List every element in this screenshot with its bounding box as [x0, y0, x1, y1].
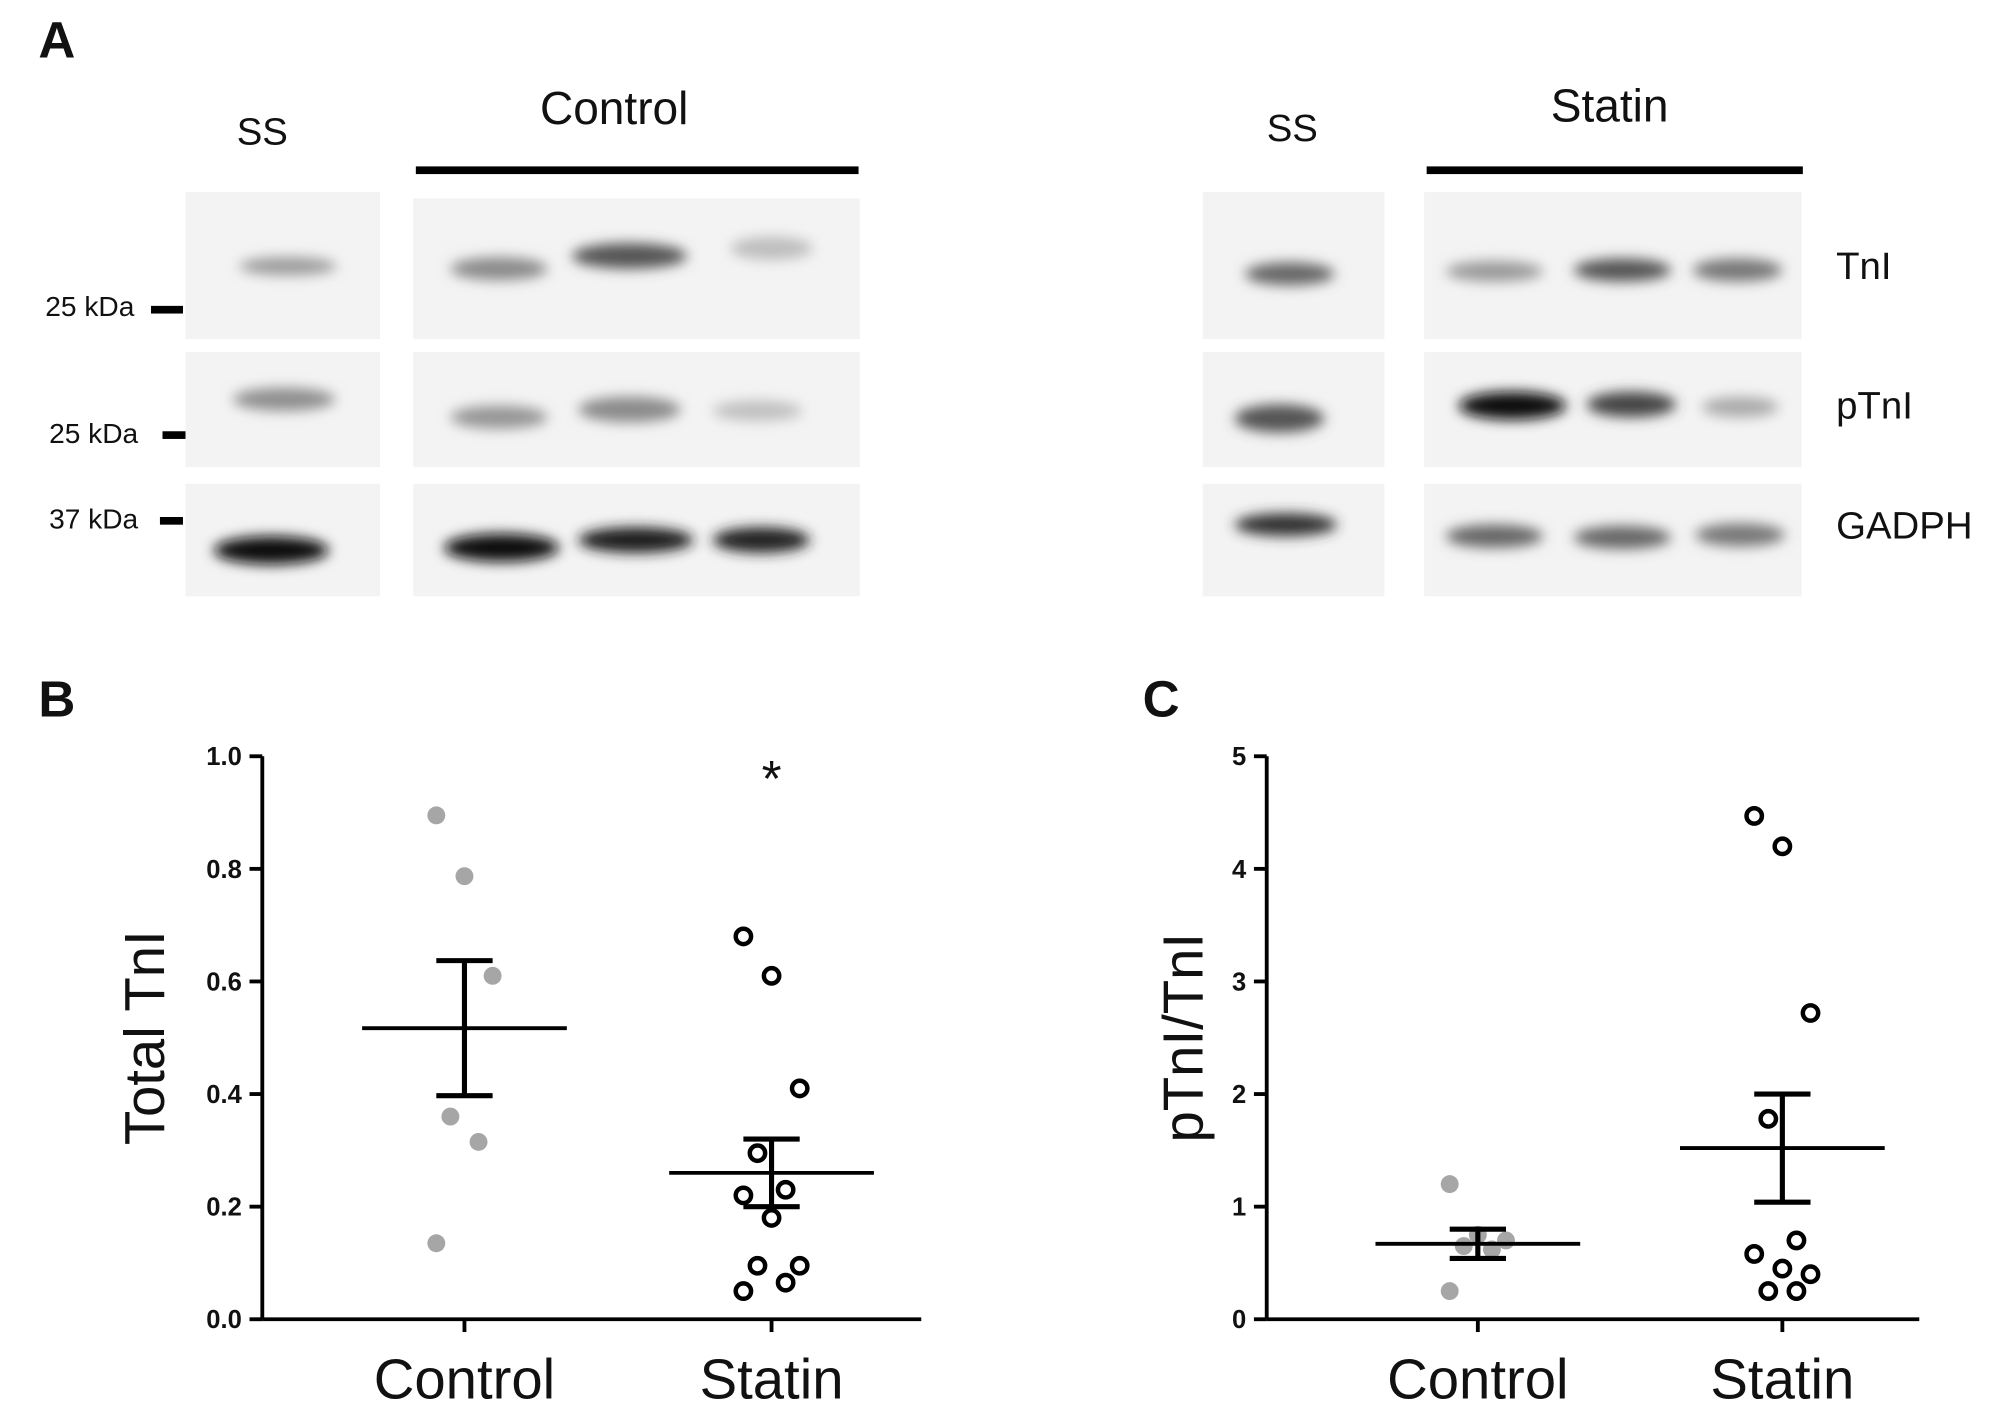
data-point	[761, 1207, 782, 1228]
data-point	[789, 1255, 810, 1276]
data-point	[733, 1281, 754, 1302]
data-point	[1454, 1237, 1473, 1256]
panel-label: C	[1143, 671, 1180, 728]
data-point	[427, 806, 446, 825]
data-point	[1440, 1175, 1459, 1194]
data-point	[789, 1078, 810, 1099]
y-tick-label: 4	[1232, 856, 1247, 884]
y-tick-label: 1	[1232, 1194, 1246, 1222]
annotation: *	[762, 750, 782, 807]
x-tick-label: Statin	[1710, 1348, 1854, 1411]
data-point	[1772, 1258, 1793, 1279]
data-point	[1744, 806, 1765, 826]
group-bar	[1426, 166, 1803, 175]
error-bar	[743, 1136, 800, 1210]
y-tick-label: 0.8	[206, 856, 242, 884]
x-tick-label: Control	[1387, 1348, 1568, 1411]
panel-label: B	[38, 671, 75, 728]
data-point	[441, 1107, 460, 1126]
group-title: Statin	[1551, 80, 1669, 132]
row-label: GADPH	[1836, 505, 1972, 548]
data-point	[1800, 1264, 1821, 1285]
y-tick-label: 0.4	[206, 1081, 242, 1109]
data-point	[775, 1179, 796, 1200]
error-bar	[1754, 1091, 1811, 1205]
y-tick-label: 0.0	[206, 1306, 242, 1334]
data-point	[469, 1132, 488, 1151]
y-tick-label: 0.6	[206, 968, 242, 996]
data-point	[1800, 1003, 1821, 1023]
kda-mark	[150, 305, 183, 314]
data-point	[1758, 1108, 1779, 1129]
data-point	[1772, 836, 1793, 857]
error-bar	[1449, 1226, 1506, 1262]
data-point	[1744, 1244, 1765, 1264]
data-point	[427, 1234, 446, 1253]
data-point	[1440, 1282, 1459, 1301]
blot-bands	[213, 236, 1785, 565]
data-point	[483, 966, 502, 985]
kda-label: 37 kDa	[49, 504, 138, 535]
y-tick-label: 2	[1232, 1081, 1246, 1109]
lane-label: SS	[237, 111, 288, 154]
y-axis-label: pTnI/TnI	[1152, 933, 1215, 1143]
y-axis-label: Total TnI	[113, 930, 176, 1145]
data-point	[1786, 1230, 1807, 1251]
kda-label: 25 kDa	[45, 291, 134, 322]
data-point	[775, 1272, 796, 1293]
data-point	[761, 965, 782, 986]
row-label: TnI	[1836, 245, 1891, 288]
group-bar	[415, 166, 859, 175]
row-label: pTnI	[1836, 384, 1913, 427]
data-point	[747, 1255, 768, 1276]
x-tick-label: Statin	[700, 1348, 844, 1411]
y-tick-label: 0	[1232, 1306, 1246, 1334]
data-point	[1786, 1281, 1807, 1302]
panel-label: A	[38, 12, 75, 69]
data-point	[733, 1185, 754, 1206]
data-point	[1758, 1281, 1779, 1302]
kda-mark	[159, 516, 183, 525]
kda-mark	[162, 431, 186, 439]
data-point	[733, 926, 754, 947]
data-point	[747, 1143, 768, 1164]
group-title: Control	[540, 82, 688, 134]
y-tick-label: 0.2	[206, 1194, 242, 1222]
error-bar	[436, 958, 493, 1099]
kda-label: 25 kDa	[49, 418, 138, 449]
blot-backgrounds	[185, 191, 1802, 597]
y-tick-label: 3	[1232, 968, 1246, 996]
x-tick-label: Control	[374, 1348, 555, 1411]
data-point	[455, 867, 474, 886]
y-tick-label: 1.0	[206, 743, 242, 771]
y-tick-label: 5	[1232, 743, 1246, 771]
lane-label: SS	[1267, 107, 1318, 150]
